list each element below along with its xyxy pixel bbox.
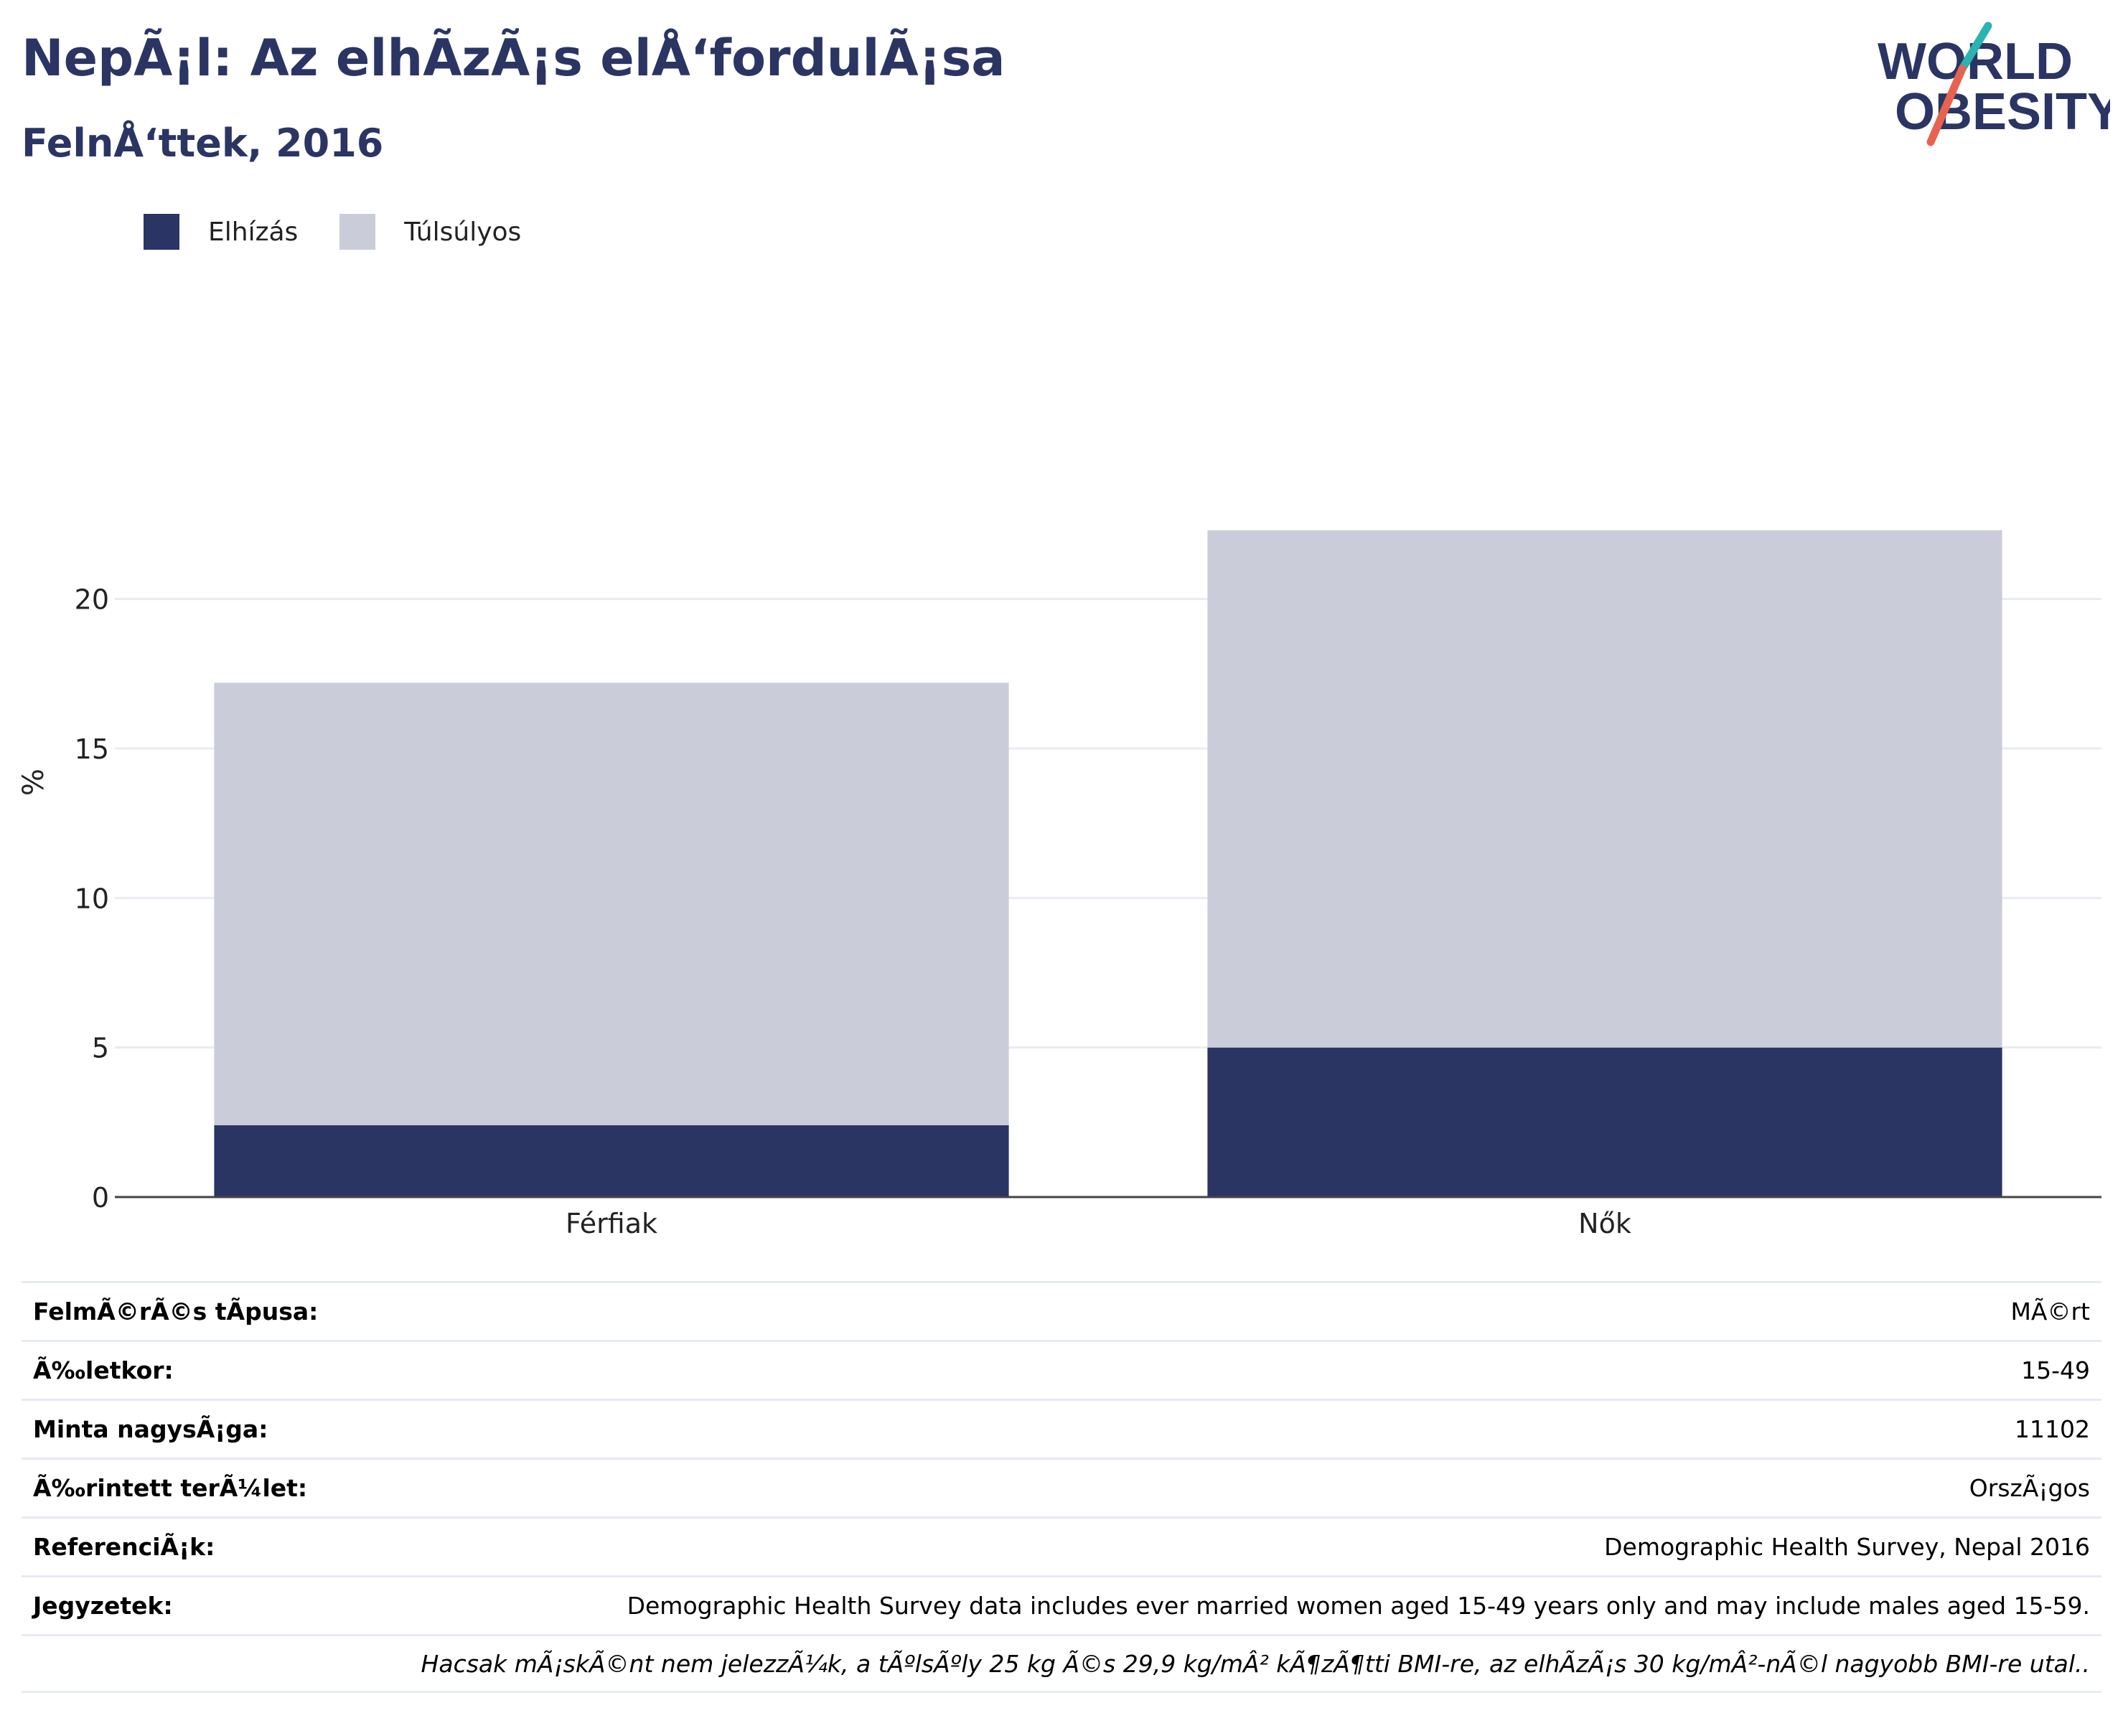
- stacked-bar-chart: 0 5 10 15 20 Férfiak Nők %: [17, 530, 2101, 1234]
- bars: [214, 530, 2002, 1197]
- info-label: Ã‰letkor:: [33, 1356, 174, 1384]
- info-label: Jegyzetek:: [33, 1592, 173, 1620]
- info-value: 15-49: [2021, 1356, 2090, 1384]
- info-label: FelmÃ©rÃ©s tÃpusa:: [33, 1298, 319, 1326]
- info-row-references: ReferenciÃ¡k: Demographic Health Survey,…: [22, 1516, 2101, 1575]
- legend-swatch-obesity: [144, 214, 179, 250]
- legend-item-obesity[interactable]: Elhízás: [144, 214, 298, 250]
- info-row-notes: Jegyzetek: Demographic Health Survey dat…: [22, 1575, 2101, 1634]
- chart-title: NepÃ¡l: Az elhÃ­zÃ¡s elÅ‘fordulÃ¡sa: [22, 29, 1006, 88]
- bar-segment-obesity-1[interactable]: [1207, 1047, 2002, 1197]
- info-value: Demographic Health Survey data includes …: [627, 1592, 2090, 1620]
- x-tick-label: Nők: [1578, 1208, 1631, 1234]
- bar-segment-obesity-0[interactable]: [214, 1125, 1009, 1197]
- y-tick-labels: 0 5 10 15 20: [75, 584, 109, 1214]
- y-tick-label: 0: [92, 1182, 109, 1214]
- logo-slash-teal: [1958, 22, 1992, 73]
- legend-swatch-overweight: [339, 214, 376, 250]
- y-tick-label: 20: [75, 584, 109, 616]
- world-obesity-logo: WORLD OBESITY: [1878, 22, 2110, 146]
- info-label: Minta nagysÃ¡ga:: [33, 1415, 268, 1443]
- info-row-area: Ã‰rintett terÃ¼let: OrszÃ¡gos: [22, 1458, 2101, 1516]
- survey-info-table: FelmÃ©rÃ©s tÃpusa: MÃ©rt Ã‰letkor: 15-49…: [22, 1281, 2101, 1693]
- info-row-age: Ã‰letkor: 15-49: [22, 1340, 2101, 1399]
- logo-slash-coral: [1926, 65, 1967, 146]
- info-label: ReferenciÃ¡k:: [33, 1533, 215, 1561]
- info-value: Demographic Health Survey, Nepal 2016: [1604, 1533, 2090, 1561]
- bar-segment-overweight-0[interactable]: [214, 682, 1009, 1125]
- chart-legend: Elhízás Túlsúlyos: [144, 212, 563, 251]
- info-value: OrszÃ¡gos: [1969, 1474, 2090, 1502]
- chart-subtitle: FelnÅ‘ttek, 2016: [22, 121, 384, 166]
- info-row-survey-type: FelmÃ©rÃ©s tÃpusa: MÃ©rt: [22, 1281, 2101, 1340]
- info-value: 11102: [2015, 1415, 2090, 1443]
- info-value: MÃ©rt: [2010, 1298, 2090, 1326]
- y-tick-label: 15: [75, 733, 109, 765]
- info-value: Hacsak mÃ¡skÃ©nt nem jelezzÃ¼k, a tÃºlsÃ…: [421, 1649, 2090, 1678]
- x-tick-label: Férfiak: [566, 1208, 657, 1234]
- logo-text-obesity: OBESITY: [1895, 83, 2110, 141]
- bar-segment-overweight-1[interactable]: [1207, 530, 2002, 1048]
- y-axis-label: %: [17, 769, 50, 796]
- legend-item-overweight[interactable]: Túlsúlyos: [339, 214, 521, 250]
- info-label: Ã‰rintett terÃ¼let:: [33, 1474, 308, 1502]
- info-row-sample-size: Minta nagysÃ¡ga: 11102: [22, 1399, 2101, 1458]
- legend-label-overweight: Túlsúlyos: [404, 217, 522, 247]
- y-tick-label: 10: [75, 883, 109, 914]
- legend-label-obesity: Elhízás: [208, 217, 299, 247]
- x-tick-labels: Férfiak Nők: [566, 1208, 1631, 1234]
- y-tick-label: 5: [92, 1033, 109, 1064]
- info-row-definition-note: Hacsak mÃ¡skÃ©nt nem jelezzÃ¼k, a tÃºlsÃ…: [22, 1634, 2101, 1693]
